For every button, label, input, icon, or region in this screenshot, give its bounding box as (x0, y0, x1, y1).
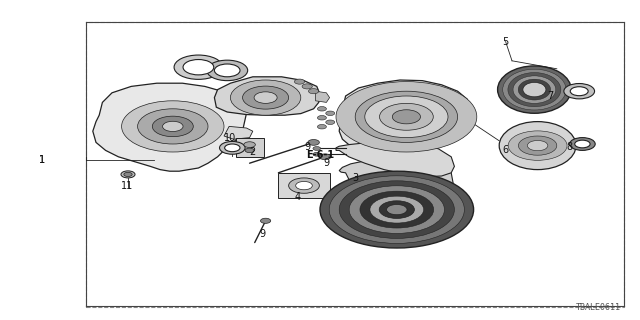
Polygon shape (339, 158, 453, 204)
Ellipse shape (503, 69, 566, 110)
Text: 10: 10 (224, 132, 237, 143)
Ellipse shape (564, 84, 595, 99)
Text: 5: 5 (502, 36, 509, 47)
Polygon shape (214, 77, 320, 115)
Circle shape (317, 107, 326, 111)
Polygon shape (224, 126, 253, 139)
Ellipse shape (147, 115, 198, 141)
Ellipse shape (498, 66, 571, 113)
Ellipse shape (508, 73, 561, 107)
Ellipse shape (575, 140, 590, 148)
Circle shape (302, 84, 312, 89)
Ellipse shape (243, 86, 289, 109)
Ellipse shape (349, 186, 444, 233)
Bar (278, 173, 330, 198)
Circle shape (319, 154, 331, 160)
Ellipse shape (220, 141, 245, 154)
Text: 7: 7 (547, 91, 554, 101)
Ellipse shape (518, 79, 550, 100)
Circle shape (326, 111, 335, 116)
Circle shape (260, 218, 271, 223)
Ellipse shape (320, 171, 474, 248)
Ellipse shape (254, 92, 277, 103)
Ellipse shape (138, 109, 208, 144)
Text: TBALE0611: TBALE0611 (576, 303, 621, 312)
Ellipse shape (230, 80, 301, 115)
Ellipse shape (244, 142, 255, 148)
Ellipse shape (360, 191, 434, 228)
Polygon shape (93, 83, 246, 171)
Ellipse shape (296, 181, 312, 190)
Ellipse shape (570, 87, 588, 96)
Ellipse shape (133, 106, 194, 138)
Ellipse shape (387, 204, 407, 215)
Ellipse shape (329, 176, 465, 244)
Text: 2: 2 (250, 147, 256, 157)
Ellipse shape (133, 125, 194, 144)
Ellipse shape (225, 144, 240, 152)
Text: 8: 8 (566, 142, 573, 152)
Circle shape (317, 124, 326, 129)
Ellipse shape (518, 136, 557, 155)
Text: 9: 9 (259, 228, 266, 239)
Circle shape (313, 147, 321, 150)
Ellipse shape (523, 83, 546, 97)
Circle shape (294, 79, 305, 84)
Text: 3: 3 (352, 172, 358, 183)
Ellipse shape (174, 55, 223, 79)
Ellipse shape (336, 82, 477, 152)
Ellipse shape (207, 60, 248, 81)
Ellipse shape (121, 171, 135, 178)
Circle shape (313, 152, 321, 156)
Ellipse shape (392, 110, 420, 124)
Text: E-6-1: E-6-1 (306, 150, 334, 160)
Ellipse shape (508, 131, 567, 160)
Ellipse shape (397, 112, 416, 122)
Ellipse shape (122, 101, 224, 152)
Text: 11: 11 (120, 180, 133, 191)
Ellipse shape (152, 116, 193, 137)
Circle shape (308, 89, 319, 94)
Ellipse shape (373, 100, 440, 133)
Text: 6: 6 (502, 145, 509, 156)
Text: 9: 9 (304, 142, 310, 152)
Ellipse shape (379, 201, 415, 218)
Ellipse shape (339, 181, 454, 238)
Text: 1: 1 (38, 155, 45, 165)
Ellipse shape (124, 172, 132, 177)
Ellipse shape (365, 96, 448, 138)
Circle shape (308, 140, 319, 145)
Ellipse shape (524, 83, 545, 97)
Ellipse shape (570, 138, 595, 150)
Ellipse shape (183, 60, 214, 75)
Text: 4: 4 (294, 192, 301, 202)
Ellipse shape (380, 103, 433, 130)
Text: 1: 1 (38, 155, 45, 165)
Circle shape (326, 120, 335, 124)
Ellipse shape (163, 121, 183, 132)
Ellipse shape (355, 91, 458, 142)
Polygon shape (316, 91, 330, 102)
Ellipse shape (513, 76, 556, 103)
Bar (236, 138, 264, 157)
Ellipse shape (527, 140, 548, 151)
Ellipse shape (214, 64, 240, 77)
Ellipse shape (499, 122, 576, 170)
Bar (86, 22, 624, 307)
Ellipse shape (370, 196, 424, 223)
Ellipse shape (289, 178, 319, 193)
Polygon shape (339, 80, 470, 151)
Ellipse shape (245, 148, 254, 153)
Polygon shape (336, 141, 454, 177)
Circle shape (317, 116, 326, 120)
Ellipse shape (387, 107, 426, 126)
Text: 9: 9 (323, 158, 330, 168)
